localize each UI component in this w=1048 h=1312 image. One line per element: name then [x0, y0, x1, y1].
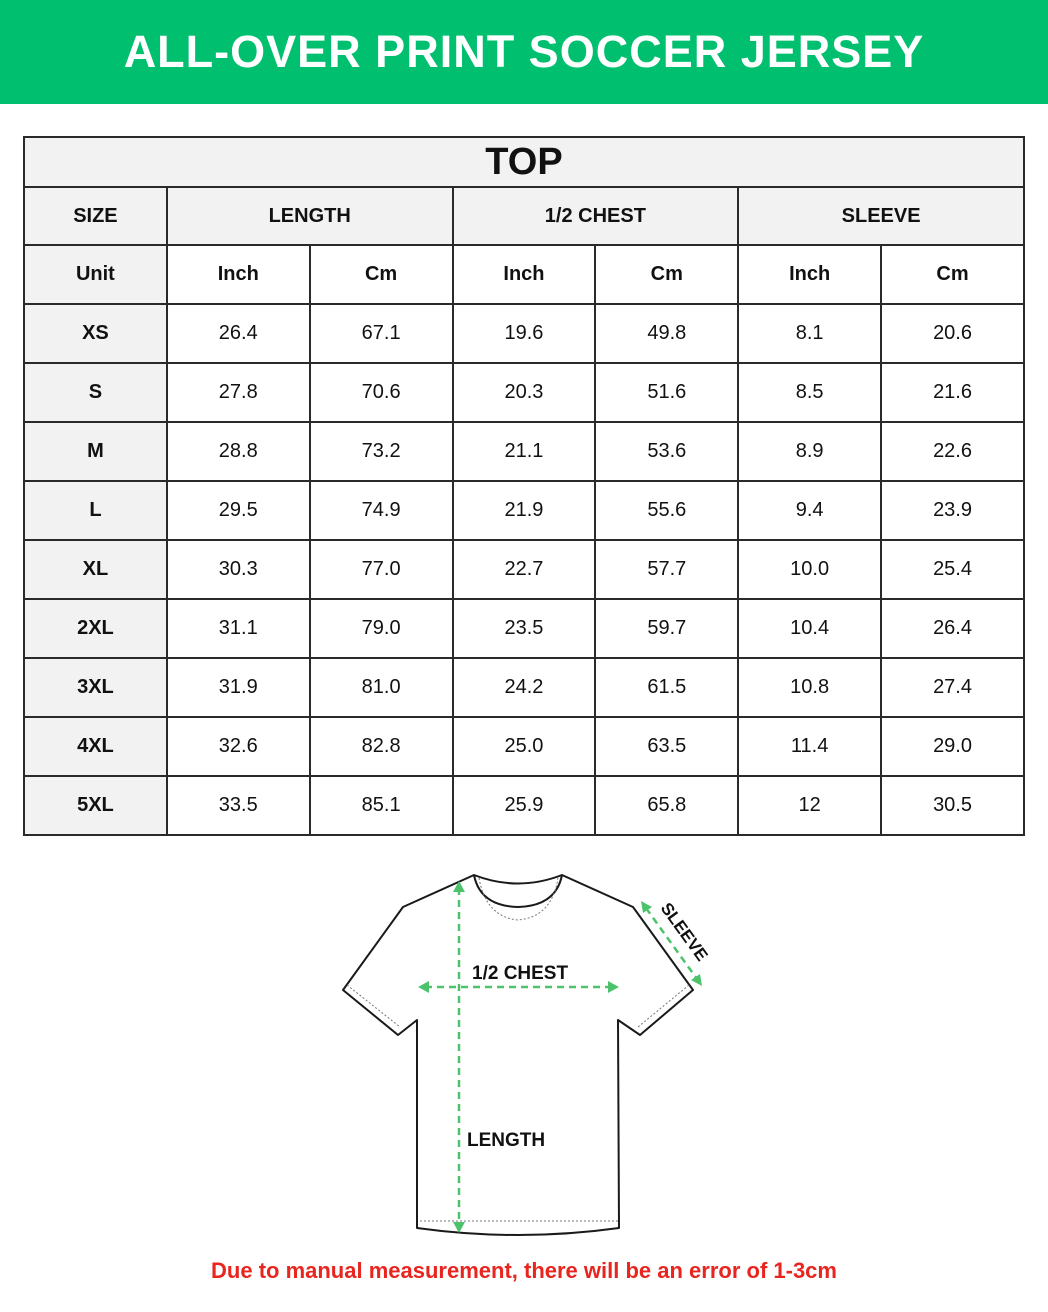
measurement-cell: 77.0	[308, 539, 454, 600]
size-chart-table: TOP SIZE LENGTH 1/2 CHEST SLEEVE Unit Inc…	[23, 136, 1025, 836]
unit-label: Unit	[23, 244, 168, 305]
measurement-cell: 26.4	[165, 303, 311, 364]
measurement-cell: 10.0	[737, 539, 883, 600]
measurement-cell: 9.4	[737, 480, 883, 541]
measurement-cell: 73.2	[308, 421, 454, 482]
measurement-cell: 21.1	[451, 421, 597, 482]
table-row: S 27.8 70.6 20.3 51.6 8.5 21.6	[23, 362, 1025, 423]
measurement-cell: 79.0	[308, 598, 454, 659]
measurement-cell: 57.7	[594, 539, 740, 600]
table-row: 5XL 33.5 85.1 25.9 65.8 12 30.5	[23, 775, 1025, 836]
header-size: SIZE	[23, 186, 168, 246]
unit-cell: Inch	[737, 244, 883, 305]
measurement-cell: 27.4	[880, 657, 1025, 718]
size-cell: XL	[23, 539, 168, 600]
measurement-cell: 12	[737, 775, 883, 836]
size-cell: S	[23, 362, 168, 423]
measurement-cell: 25.4	[880, 539, 1025, 600]
table-row: 4XL 32.6 82.8 25.0 63.5 11.4 29.0	[23, 716, 1025, 777]
measurement-cell: 27.8	[165, 362, 311, 423]
measurement-cell: 31.1	[165, 598, 311, 659]
measurement-cell: 22.6	[880, 421, 1025, 482]
table-row: M 28.8 73.2 21.1 53.6 8.9 22.6	[23, 421, 1025, 482]
header-sleeve: SLEEVE	[737, 186, 1025, 246]
measurement-cell: 31.9	[165, 657, 311, 718]
measurement-cell: 20.6	[880, 303, 1025, 364]
measurement-note: Due to manual measurement, there will be…	[211, 1258, 837, 1283]
table-row: 3XL 31.9 81.0 24.2 61.5 10.8 27.4	[23, 657, 1025, 718]
size-cell: L	[23, 480, 168, 541]
measurement-cell: 21.6	[880, 362, 1025, 423]
measurement-cell: 21.9	[451, 480, 597, 541]
measurement-cell: 55.6	[594, 480, 740, 541]
measurement-cell: 65.8	[594, 775, 740, 836]
measurement-cell: 8.5	[737, 362, 883, 423]
measurement-cell: 8.1	[737, 303, 883, 364]
stitching	[346, 877, 690, 1222]
measurement-cell: 49.8	[594, 303, 740, 364]
table-row: XS 26.4 67.1 19.6 49.8 8.1 20.6	[23, 303, 1025, 364]
header-chest: 1/2 CHEST	[451, 186, 740, 246]
measurement-cell: 11.4	[737, 716, 883, 777]
measurement-cell: 67.1	[308, 303, 454, 364]
measurement-cell: 70.6	[308, 362, 454, 423]
tshirt-outline	[342, 874, 694, 1236]
table-row: 2XL 31.1 79.0 23.5 59.7 10.4 26.4	[23, 598, 1025, 659]
measurement-cell: 23.9	[880, 480, 1025, 541]
measurement-cell: 26.4	[880, 598, 1025, 659]
size-cell: XS	[23, 303, 168, 364]
measurement-cell: 20.3	[451, 362, 597, 423]
measurement-cell: 10.4	[737, 598, 883, 659]
measurement-cell: 59.7	[594, 598, 740, 659]
measurement-cell: 82.8	[308, 716, 454, 777]
title-banner: ALL-OVER PRINT SOCCER JERSEY	[0, 0, 1048, 104]
measurement-cell: 30.5	[880, 775, 1025, 836]
measurement-cell: 33.5	[165, 775, 311, 836]
table-row: L 29.5 74.9 21.9 55.6 9.4 23.9	[23, 480, 1025, 541]
size-cell: M	[23, 421, 168, 482]
size-cell: 5XL	[23, 775, 168, 836]
measurement-cell: 74.9	[308, 480, 454, 541]
size-cell: 3XL	[23, 657, 168, 718]
size-cell: 4XL	[23, 716, 168, 777]
unit-cell: Inch	[165, 244, 311, 305]
arrow-heads	[418, 881, 702, 1233]
measurement-cell: 63.5	[594, 716, 740, 777]
table-row: XL 30.3 77.0 22.7 57.7 10.0 25.4	[23, 539, 1025, 600]
measurement-cell: 29.0	[880, 716, 1025, 777]
measurement-cell: 19.6	[451, 303, 597, 364]
length-label: LENGTH	[467, 1130, 545, 1151]
unit-cell: Cm	[308, 244, 454, 305]
measurement-cell: 25.9	[451, 775, 597, 836]
unit-cell: Cm	[594, 244, 740, 305]
measurement-cell: 28.8	[165, 421, 311, 482]
chest-label: 1/2 CHEST	[472, 963, 568, 984]
measurement-cell: 32.6	[165, 716, 311, 777]
unit-cell: Inch	[451, 244, 597, 305]
measurement-lines	[425, 888, 699, 1226]
page-title: ALL-OVER PRINT SOCCER JERSEY	[123, 26, 925, 77]
table-title: TOP	[23, 136, 1025, 188]
measurement-cell: 22.7	[451, 539, 597, 600]
measurement-cell: 81.0	[308, 657, 454, 718]
measurement-cell: 53.6	[594, 421, 740, 482]
measurement-cell: 30.3	[165, 539, 311, 600]
unit-cell: Cm	[880, 244, 1025, 305]
measurement-cell: 61.5	[594, 657, 740, 718]
measurement-cell: 25.0	[451, 716, 597, 777]
header-length: LENGTH	[165, 186, 454, 246]
measurement-cell: 29.5	[165, 480, 311, 541]
size-cell: 2XL	[23, 598, 168, 659]
measurement-cell: 8.9	[737, 421, 883, 482]
measurement-cell: 85.1	[308, 775, 454, 836]
measurement-cell: 51.6	[594, 362, 740, 423]
measurement-cell: 23.5	[451, 598, 597, 659]
measurement-cell: 10.8	[737, 657, 883, 718]
measurement-cell: 24.2	[451, 657, 597, 718]
